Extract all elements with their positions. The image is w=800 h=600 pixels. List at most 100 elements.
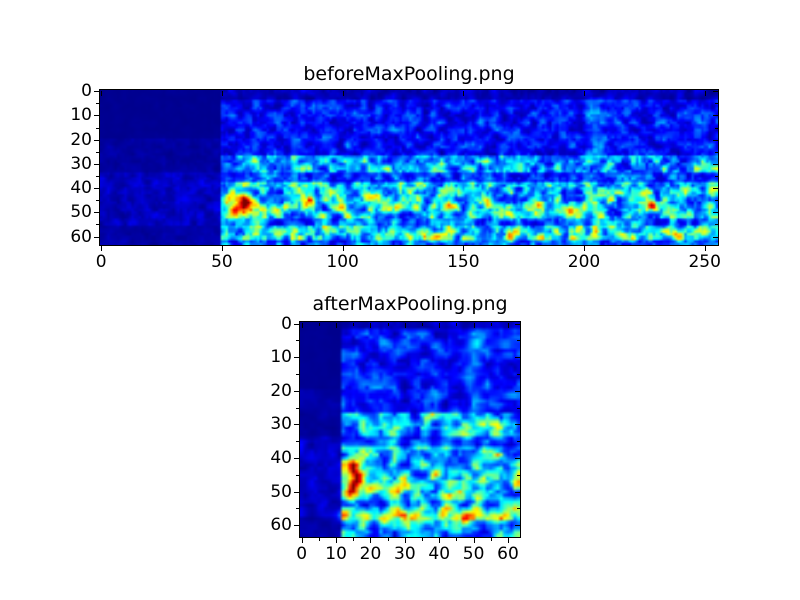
y-minor-tick xyxy=(296,474,299,476)
y-minor-tick xyxy=(517,374,520,376)
x-minor-tick xyxy=(456,538,458,541)
y-tick xyxy=(515,357,520,359)
x-tick xyxy=(473,538,475,543)
y-tick-label: 30 xyxy=(270,414,292,435)
x-tick xyxy=(336,538,338,543)
y-minor-tick xyxy=(296,508,299,510)
x-tick xyxy=(221,246,223,251)
y-tick xyxy=(515,525,520,527)
y-tick xyxy=(515,323,520,325)
y-tick-label: 10 xyxy=(70,105,92,126)
plot-title-before: beforeMaxPooling.png xyxy=(303,63,515,85)
x-minor-tick xyxy=(456,323,458,326)
y-minor-tick xyxy=(96,224,99,226)
y-minor-tick xyxy=(517,474,520,476)
y-tick xyxy=(94,91,99,93)
x-tick xyxy=(439,538,441,543)
y-tick-label: 0 xyxy=(281,313,292,334)
x-tick xyxy=(370,538,372,543)
y-tick xyxy=(94,115,99,117)
x-minor-tick xyxy=(490,538,492,541)
y-minor-tick xyxy=(715,151,718,153)
x-tick xyxy=(463,246,465,251)
x-tick xyxy=(342,91,344,96)
x-tick xyxy=(342,246,344,251)
y-tick-label: 60 xyxy=(270,515,292,536)
y-minor-tick xyxy=(715,103,718,105)
y-tick xyxy=(713,91,718,93)
y-minor-tick xyxy=(517,340,520,342)
y-minor-tick xyxy=(296,374,299,376)
y-tick xyxy=(713,212,718,214)
x-tick-label: 0 xyxy=(296,544,308,564)
x-tick xyxy=(704,246,706,251)
y-tick-label: 60 xyxy=(70,226,92,247)
y-tick xyxy=(515,390,520,392)
y-minor-tick xyxy=(517,508,520,510)
x-tick xyxy=(404,323,406,328)
y-minor-tick xyxy=(296,441,299,443)
x-tick-label: 10 xyxy=(325,544,347,564)
x-tick xyxy=(704,91,706,96)
x-tick xyxy=(101,246,103,251)
x-tick-label: 40 xyxy=(428,544,451,564)
x-tick-label: 150 xyxy=(447,252,480,272)
x-minor-tick xyxy=(353,538,355,541)
x-tick xyxy=(370,323,372,328)
x-tick xyxy=(221,91,223,96)
y-tick xyxy=(294,491,299,493)
y-tick xyxy=(294,323,299,325)
y-tick xyxy=(94,188,99,190)
heatmap-image-after xyxy=(300,322,520,537)
y-tick xyxy=(94,139,99,141)
y-minor-tick xyxy=(715,127,718,129)
y-minor-tick xyxy=(296,340,299,342)
y-tick-label: 0 xyxy=(81,81,92,102)
y-tick xyxy=(94,236,99,238)
y-tick xyxy=(294,458,299,460)
y-minor-tick xyxy=(715,224,718,226)
y-tick xyxy=(713,115,718,117)
axes-before xyxy=(99,89,719,246)
y-minor-tick xyxy=(715,175,718,177)
x-tick-label: 200 xyxy=(567,252,601,272)
y-tick xyxy=(713,236,718,238)
y-tick xyxy=(515,424,520,426)
y-tick-label: 40 xyxy=(70,178,92,199)
y-minor-tick xyxy=(96,127,99,129)
y-tick xyxy=(713,163,718,165)
x-tick xyxy=(439,323,441,328)
y-minor-tick xyxy=(296,407,299,409)
x-tick-label: 100 xyxy=(326,252,359,272)
x-tick xyxy=(404,538,406,543)
y-tick xyxy=(294,525,299,527)
y-tick xyxy=(515,458,520,460)
y-minor-tick xyxy=(96,200,99,202)
axes-after xyxy=(299,321,521,538)
y-tick-label: 10 xyxy=(270,347,292,368)
y-minor-tick xyxy=(517,441,520,443)
x-tick xyxy=(584,246,586,251)
x-tick-label: 20 xyxy=(359,544,382,564)
y-tick xyxy=(294,424,299,426)
x-tick-label: 0 xyxy=(95,252,107,272)
y-tick xyxy=(294,390,299,392)
x-minor-tick xyxy=(353,323,355,326)
y-tick xyxy=(94,163,99,165)
heatmap-image-before xyxy=(100,90,718,245)
x-minor-tick xyxy=(318,323,320,326)
x-minor-tick xyxy=(490,323,492,326)
y-tick-label: 50 xyxy=(70,202,92,223)
y-tick xyxy=(713,139,718,141)
y-tick xyxy=(294,357,299,359)
x-tick xyxy=(301,538,303,543)
x-tick xyxy=(463,91,465,96)
x-tick-label: 60 xyxy=(497,544,519,564)
x-minor-tick xyxy=(387,323,389,326)
x-tick xyxy=(473,323,475,328)
y-minor-tick xyxy=(96,103,99,105)
x-tick-label: 50 xyxy=(211,252,233,272)
x-tick-label: 50 xyxy=(462,544,485,564)
x-tick xyxy=(507,538,509,543)
